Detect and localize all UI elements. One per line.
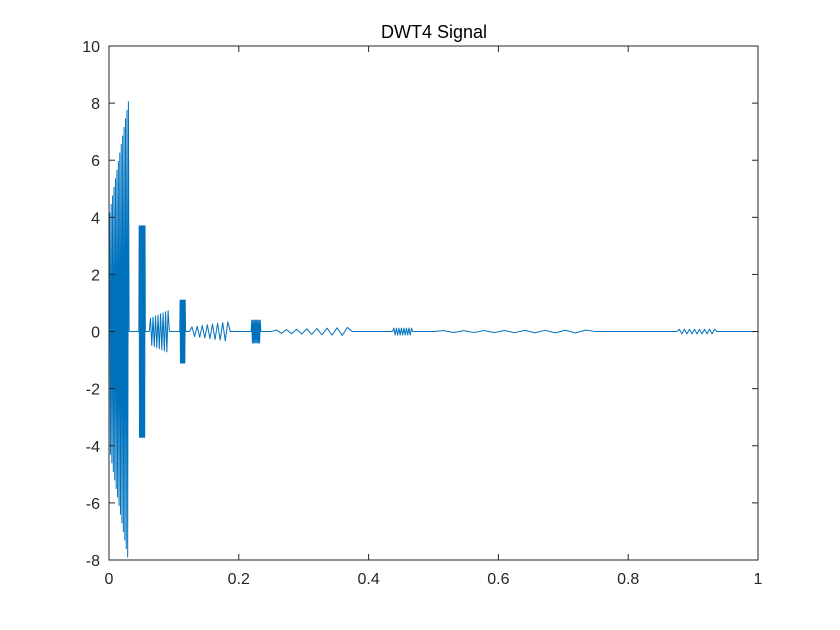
x-tick-label: 0.6 (487, 571, 509, 588)
x-tick-label: 0 (105, 571, 114, 588)
x-tick-label: 0.4 (357, 571, 379, 588)
y-tick-label: -2 (86, 382, 100, 399)
y-tick-label: 8 (91, 96, 100, 113)
y-tick-label: -4 (86, 439, 100, 456)
x-tick-label: 0.2 (228, 571, 250, 588)
chart-title: DWT4 Signal (381, 22, 487, 42)
y-tick-label: 0 (91, 325, 100, 342)
x-tick-label: 1 (754, 571, 763, 588)
signal-line (108, 101, 758, 558)
y-tick-label: 4 (91, 210, 100, 227)
axes-box (108, 45, 759, 561)
y-tick-label: 10 (82, 39, 100, 56)
plot-area (108, 101, 758, 558)
x-tick-label: 0.8 (617, 571, 639, 588)
axes: 0 0.2 0.4 0.6 0.8 1 -8 -6 -4 -2 0 2 4 6 8 10 (82, 39, 762, 588)
y-tick-label: 6 (91, 153, 100, 170)
y-tick-label: -8 (86, 553, 100, 570)
y-tick-label: 2 (91, 267, 100, 284)
y-tick-label: -6 (86, 496, 100, 513)
